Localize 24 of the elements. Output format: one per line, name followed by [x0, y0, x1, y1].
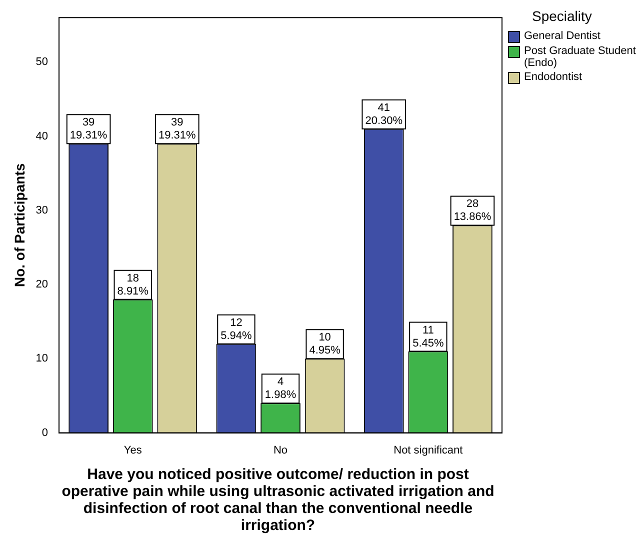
legend-label: Post Graduate Student (Endo)	[524, 45, 637, 69]
legend-label: General Dentist	[524, 30, 600, 42]
data-label: 39 19.31%	[70, 116, 108, 142]
legend-title: Speciality	[532, 8, 593, 24]
data-label: 41 20.30%	[365, 102, 403, 127]
data-label: 11 5.45%	[412, 324, 444, 350]
x-axis-title: Have you noticed positive outcome/ reduction in post operative pain while using ultrasonic activated irrigation and disinfection of root canal than the conventional needle irrigation?	[60, 466, 496, 534]
y-tick-label: 50	[36, 56, 48, 68]
data-label: 12 5.94%	[220, 316, 252, 342]
data-label: 28 13.86%	[454, 198, 492, 224]
data-label: 4 1.98%	[264, 376, 296, 402]
data-label: 18 8.91%	[117, 272, 149, 298]
y-tick-label: 0	[42, 426, 48, 439]
y-tick-label: 30	[36, 204, 48, 216]
data-label: 39 19.31%	[158, 116, 196, 142]
x-tick-label: No	[273, 444, 288, 456]
y-tick-label: 40	[36, 130, 48, 142]
y-axis-title: No. of Participants	[11, 163, 28, 288]
data-label: 10 4.95%	[309, 332, 341, 357]
y-tick-label: 20	[36, 278, 48, 291]
legend-label: Endodontist	[524, 71, 582, 83]
x-tick-label: Not significant	[394, 444, 463, 456]
y-tick-label: 10	[36, 352, 48, 365]
x-tick-label: Yes	[124, 444, 142, 456]
